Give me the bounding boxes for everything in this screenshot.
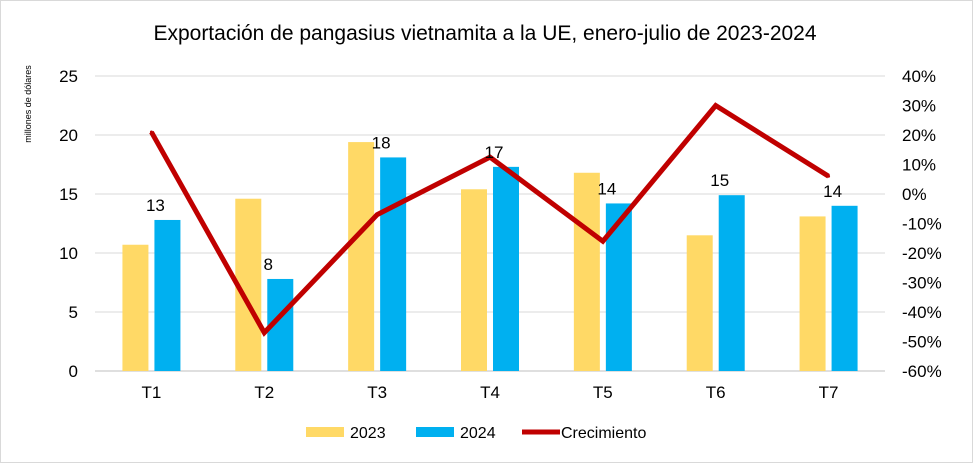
chart-title: Exportación de pangasius vietnamita a la… [153, 22, 816, 45]
data-labels: 13 8 18 17 14 15 14 [146, 133, 842, 274]
data-label: 8 [264, 255, 273, 274]
bar-2023-T7 [799, 216, 826, 371]
y2-tick-label: 30% [902, 97, 936, 116]
bar-2023-T5 [573, 172, 600, 371]
line-point [714, 104, 718, 107]
legend: 2023 2024 Crecimiento [306, 425, 646, 442]
legend-label-2024: 2024 [460, 425, 496, 442]
legend-swatch-2024 [416, 427, 454, 437]
y-tick-label: 10 [59, 244, 78, 263]
bar-2024-T3 [380, 157, 407, 371]
y-axis-label: millones de dólares [23, 65, 33, 143]
data-label: 13 [146, 196, 165, 215]
y2-tick-label: -20% [902, 244, 942, 263]
legend-label-2023: 2023 [350, 425, 386, 442]
bar-2024-T1 [154, 219, 181, 371]
data-label: 15 [710, 171, 729, 190]
bar-2023-T3 [348, 142, 375, 371]
data-label: 17 [485, 143, 504, 162]
x-tick-label: T4 [480, 383, 500, 402]
y2-tick-label: -40% [902, 303, 942, 322]
growth-line [149, 102, 831, 337]
bar-2023-T1 [122, 244, 149, 371]
bar-2023-T4 [461, 189, 487, 371]
y-tick-label: 15 [59, 185, 78, 204]
line-point [827, 174, 831, 178]
bar-2024-T4 [493, 166, 519, 371]
y2-tick-label: -60% [902, 362, 942, 381]
x-tick-label: T2 [254, 383, 274, 402]
data-label: 14 [597, 179, 616, 198]
y2-tick-label: -30% [902, 274, 942, 293]
y2-tick-label: 40% [902, 67, 936, 86]
y2-tick-label: -10% [902, 215, 942, 234]
line-point [375, 213, 379, 217]
line-point [601, 239, 605, 243]
x-tick-label: T3 [367, 383, 387, 402]
bars [122, 142, 858, 371]
y2-tick-label: 20% [902, 126, 936, 145]
gridlines [95, 75, 885, 372]
x-axis-ticks: T1 T2 T3 T4 T5 T6 T7 [142, 383, 839, 402]
y-axis-ticks: 0 5 10 15 20 25 [59, 67, 78, 381]
line-point [149, 130, 153, 134]
data-label: 18 [372, 133, 391, 152]
x-tick-label: T1 [142, 383, 162, 402]
bar-2023-T6 [686, 235, 713, 371]
y2-axis-ticks: -60% -50% -40% -30% -20% -10% 0% 10% 20% 30% 40% [902, 67, 942, 381]
bar-2024-T5 [605, 203, 632, 371]
legend-label-Crecimiento: Crecimiento [561, 425, 646, 442]
y2-tick-label: 0% [902, 185, 927, 204]
y2-tick-label: -50% [902, 333, 942, 352]
y2-tick-label: 10% [902, 156, 936, 175]
bar-2024-T7 [831, 205, 858, 371]
y-tick-label: 0 [69, 362, 78, 381]
x-tick-label: T5 [593, 383, 613, 402]
y-tick-label: 20 [59, 126, 78, 145]
data-label: 14 [823, 182, 842, 201]
x-tick-label: T6 [706, 383, 726, 402]
x-tick-label: T7 [819, 383, 839, 402]
line-point [488, 155, 492, 159]
bar-2024-T6 [718, 195, 745, 371]
y-tick-label: 25 [59, 67, 78, 86]
line-point [262, 331, 266, 335]
legend-swatch-2023 [306, 427, 344, 437]
y-tick-label: 5 [69, 303, 78, 322]
